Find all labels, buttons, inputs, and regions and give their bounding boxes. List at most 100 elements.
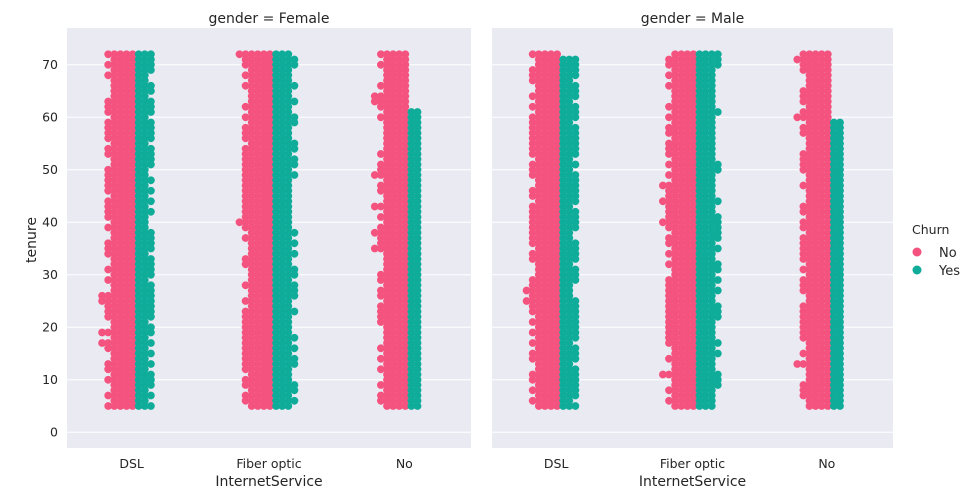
x-tick-label: No (396, 456, 413, 471)
data-point (799, 255, 808, 263)
x-axis-label: InternetService (639, 474, 746, 490)
data-point (559, 402, 568, 410)
data-point (147, 360, 155, 368)
data-point (665, 71, 673, 80)
data-point (383, 402, 391, 410)
data-point (247, 402, 256, 410)
data-point (104, 213, 113, 221)
data-point (799, 265, 808, 274)
data-point (707, 402, 716, 410)
y-tick-label: 40 (42, 214, 58, 229)
data-point (241, 234, 250, 242)
x-tick-label: DSL (119, 456, 144, 471)
data-point (370, 97, 379, 106)
data-point (290, 344, 299, 353)
data-point (395, 402, 404, 410)
data-point (241, 281, 250, 290)
data-point (665, 171, 673, 179)
data-point (799, 391, 808, 400)
data-point (665, 386, 673, 395)
data-point (713, 286, 722, 295)
data-point (104, 223, 113, 232)
data-point (147, 66, 155, 74)
data-point (147, 381, 155, 389)
data-point (104, 344, 113, 353)
data-point (713, 108, 722, 116)
series-no-dsl (98, 50, 137, 410)
data-point (377, 276, 385, 284)
data-point (389, 402, 397, 410)
data-point (528, 50, 537, 59)
x-axis-label: InternetService (215, 474, 322, 490)
data-point (522, 297, 531, 305)
data-point (799, 165, 808, 174)
facet-title: gender = Female (209, 11, 330, 27)
data-point (665, 396, 673, 405)
data-point (413, 402, 422, 410)
data-point (278, 402, 287, 410)
x-tick-label: Fiber optic (660, 456, 725, 471)
data-point (799, 207, 808, 216)
data-point (571, 255, 580, 263)
facet-panel: gender = Female DSL Fiber optic No InternetS… (42, 11, 471, 490)
data-point (104, 328, 113, 337)
data-point (241, 381, 250, 389)
data-point (571, 197, 580, 206)
data-point (104, 108, 113, 116)
data-point (147, 207, 155, 216)
data-point (104, 60, 113, 69)
series-no-no (793, 50, 832, 410)
legend-title: Churn (912, 222, 949, 237)
data-point (528, 354, 537, 363)
data-point (104, 50, 113, 59)
series-yes-fiber-optic (695, 50, 722, 410)
data-point (377, 150, 385, 158)
data-point (799, 97, 808, 106)
data-point (377, 202, 385, 211)
data-point (534, 402, 543, 410)
data-point (830, 402, 838, 410)
data-point (147, 391, 155, 400)
data-point (799, 333, 808, 342)
data-point (104, 312, 113, 321)
series-yes-dsl (134, 50, 155, 410)
data-point (377, 50, 385, 59)
data-point (290, 270, 299, 279)
data-point (677, 402, 686, 410)
data-point (528, 386, 537, 395)
data-point (370, 171, 379, 179)
data-point (528, 92, 537, 101)
data-point (671, 402, 679, 410)
data-point (823, 402, 832, 410)
data-point (140, 402, 149, 410)
data-point (665, 81, 673, 90)
data-point (571, 113, 580, 122)
series-no-dsl (522, 50, 561, 410)
y-axis-label: tenure (24, 217, 40, 263)
data-point (799, 113, 808, 122)
data-point (290, 118, 299, 127)
data-point (665, 249, 673, 258)
data-point (377, 186, 385, 195)
data-point (799, 181, 808, 190)
data-point (122, 402, 131, 410)
data-point (713, 276, 722, 284)
data-point (799, 66, 808, 74)
data-point (528, 76, 537, 85)
data-point (104, 134, 113, 143)
data-point (290, 228, 299, 237)
data-point (110, 402, 119, 410)
data-point (147, 176, 155, 185)
data-point (134, 402, 143, 410)
data-point (713, 349, 722, 358)
data-point (805, 402, 814, 410)
data-point (665, 339, 673, 347)
data-point (290, 239, 299, 248)
data-point (128, 402, 137, 410)
data-point (571, 391, 580, 400)
data-point (147, 312, 155, 321)
data-point (713, 312, 722, 321)
data-point (377, 354, 385, 363)
data-point (290, 291, 299, 300)
data-point (571, 92, 580, 101)
